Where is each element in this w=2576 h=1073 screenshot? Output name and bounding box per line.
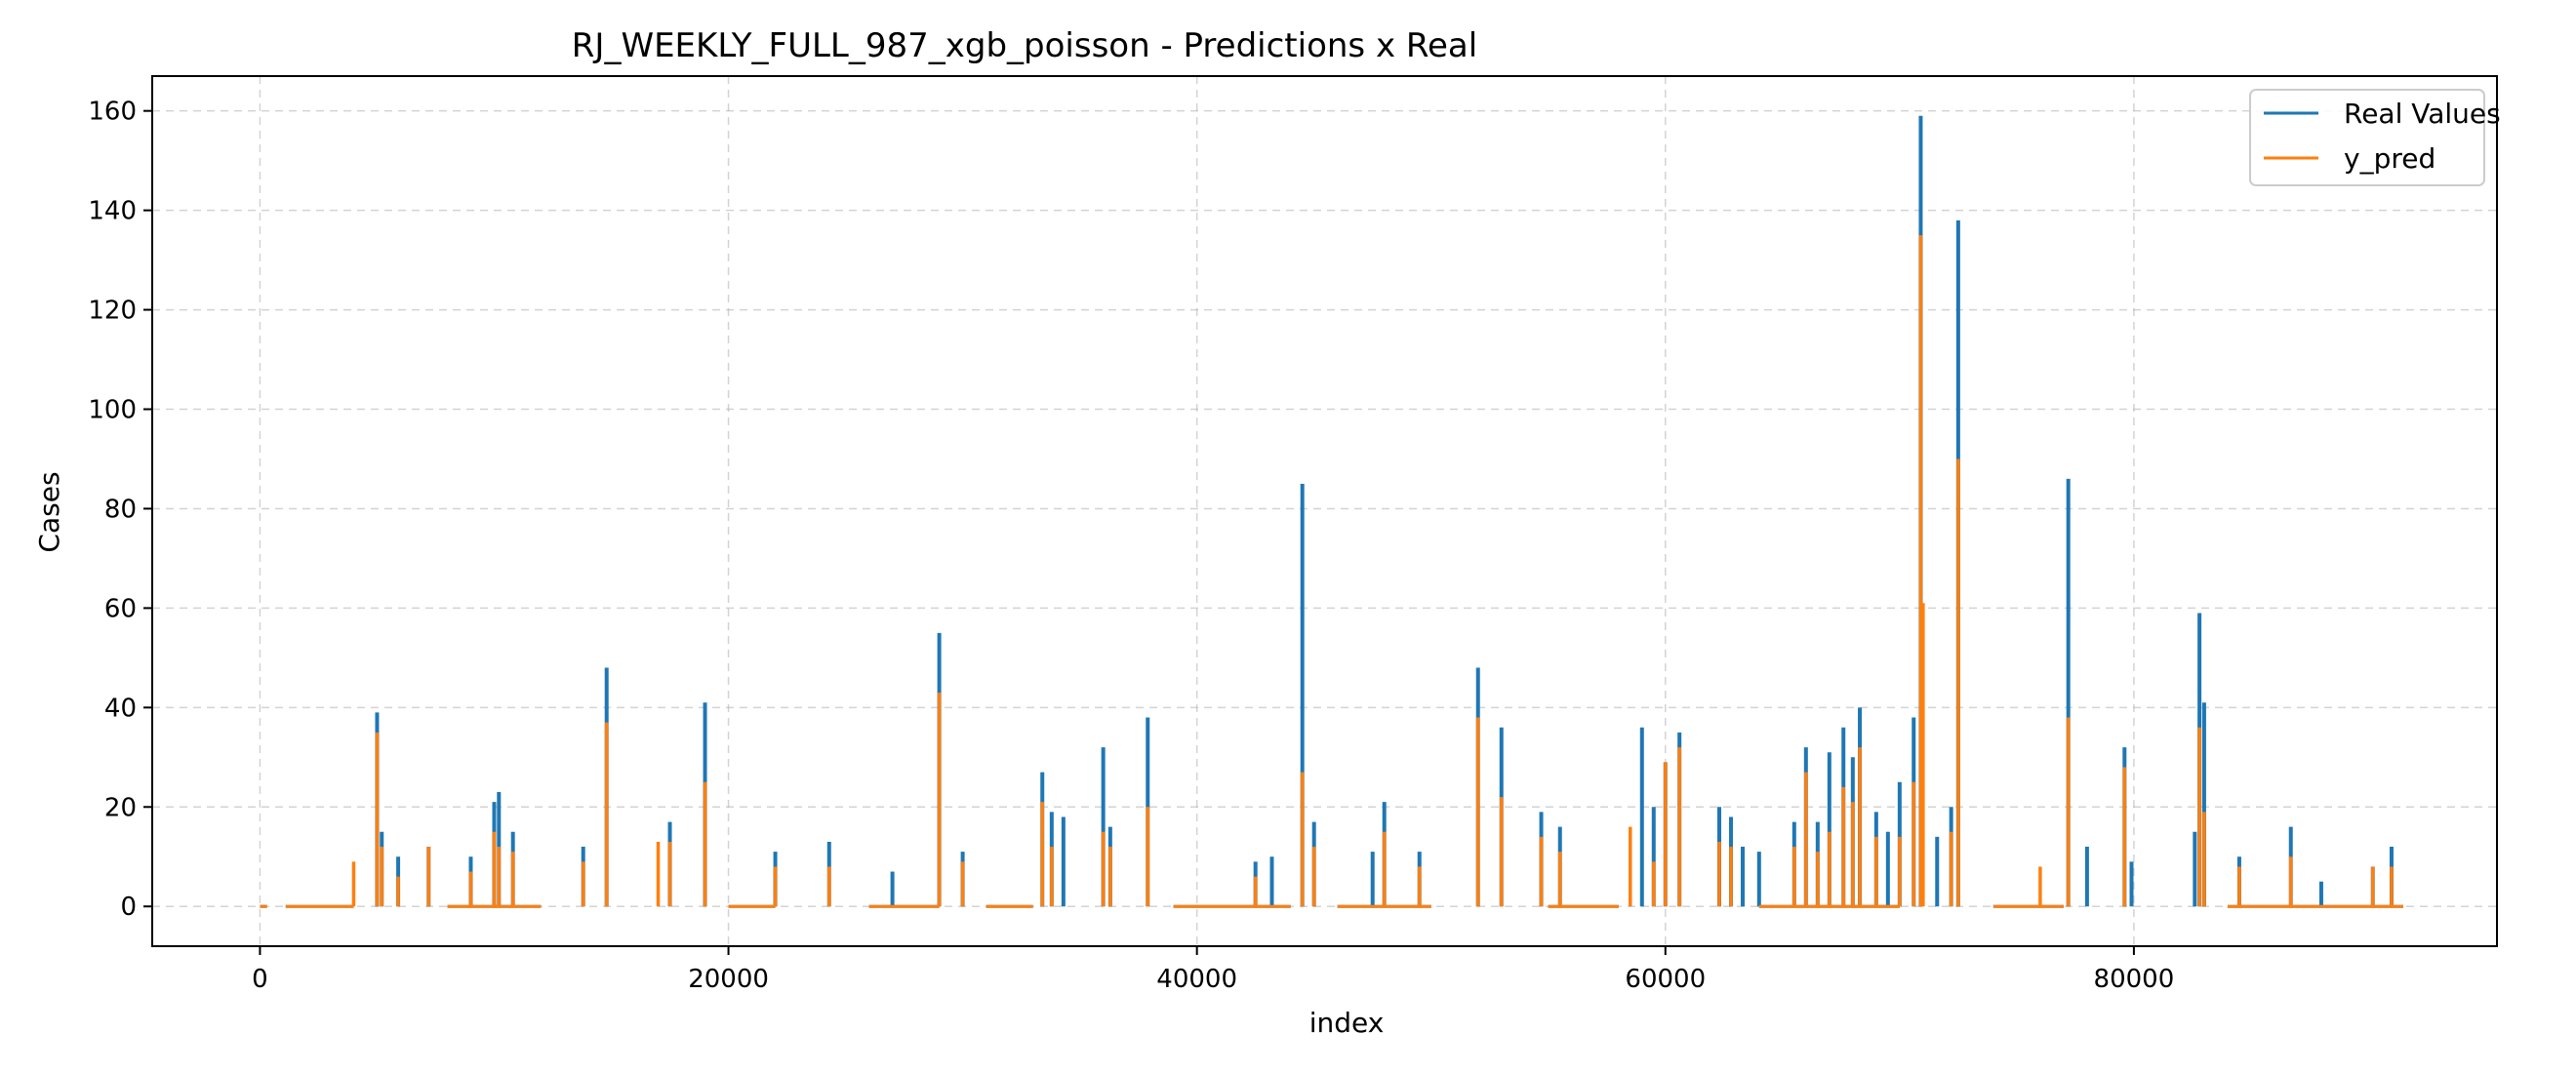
y-tick-label: 100 (88, 396, 137, 425)
y-tick-label: 160 (88, 98, 137, 127)
x-axis-label: index (1309, 1007, 1385, 1039)
legend-label-real-values: Real Values (2344, 98, 2501, 130)
x-tick-label: 20000 (688, 965, 769, 994)
y-axis-label: Cases (33, 471, 65, 552)
x-tick-label: 60000 (1625, 965, 1706, 994)
y-tick-label: 40 (104, 694, 137, 723)
legend-label-y-pred: y_pred (2344, 142, 2435, 175)
x-tick-label: 0 (252, 965, 268, 994)
tick-layer: 0 20000 40000 60000 80000 0 20 40 60 80 100 120 140 1… (88, 98, 2174, 994)
y-tick-label: 120 (88, 297, 137, 326)
legend: Real Values y_pred (2249, 89, 2501, 186)
plot-frame (151, 75, 2498, 947)
y-tick-label: 80 (104, 495, 137, 524)
x-tick-label: 40000 (1156, 965, 1237, 994)
y-tick-label: 20 (104, 793, 137, 822)
y-tick-label: 140 (88, 197, 137, 226)
chart-title: RJ_WEEKLY_FULL_987_xgb_poisson - Predict… (572, 26, 1477, 65)
series-y-pred (260, 235, 2403, 908)
series-layer (260, 115, 2403, 908)
x-tick-label: 80000 (2094, 965, 2175, 994)
y-tick-label: 60 (104, 594, 137, 623)
y-tick-label: 0 (120, 893, 137, 922)
